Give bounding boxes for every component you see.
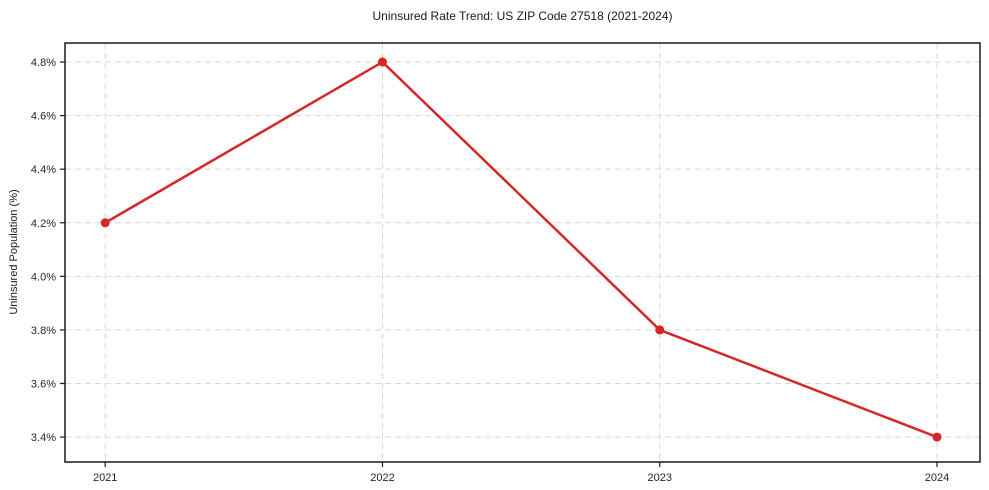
x-tick-label: 2023 [648,472,672,484]
y-tick-label: 4.6% [31,111,56,123]
plot-border [64,42,981,463]
x-tick-label: 2024 [925,472,949,484]
data-point-marker [100,218,110,228]
data-point-marker [932,432,942,442]
x-tick-label: 2022 [370,472,394,484]
y-tick-label: 4.4% [31,164,56,176]
y-tick-label: 4.0% [31,271,56,283]
data-point-marker [377,57,387,67]
y-tick-label: 3.8% [31,325,56,337]
trend-line [103,60,939,439]
x-tick-label: 2021 [93,472,117,484]
chart-title: Uninsured Rate Trend: US ZIP Code 27518 … [372,9,673,23]
y-tick-label: 3.6% [31,379,56,391]
y-tick-label: 4.8% [31,57,56,69]
data-point-marker [655,325,665,335]
y-tick-label: 3.4% [31,432,56,444]
y-tick-label: 4.2% [31,218,56,230]
